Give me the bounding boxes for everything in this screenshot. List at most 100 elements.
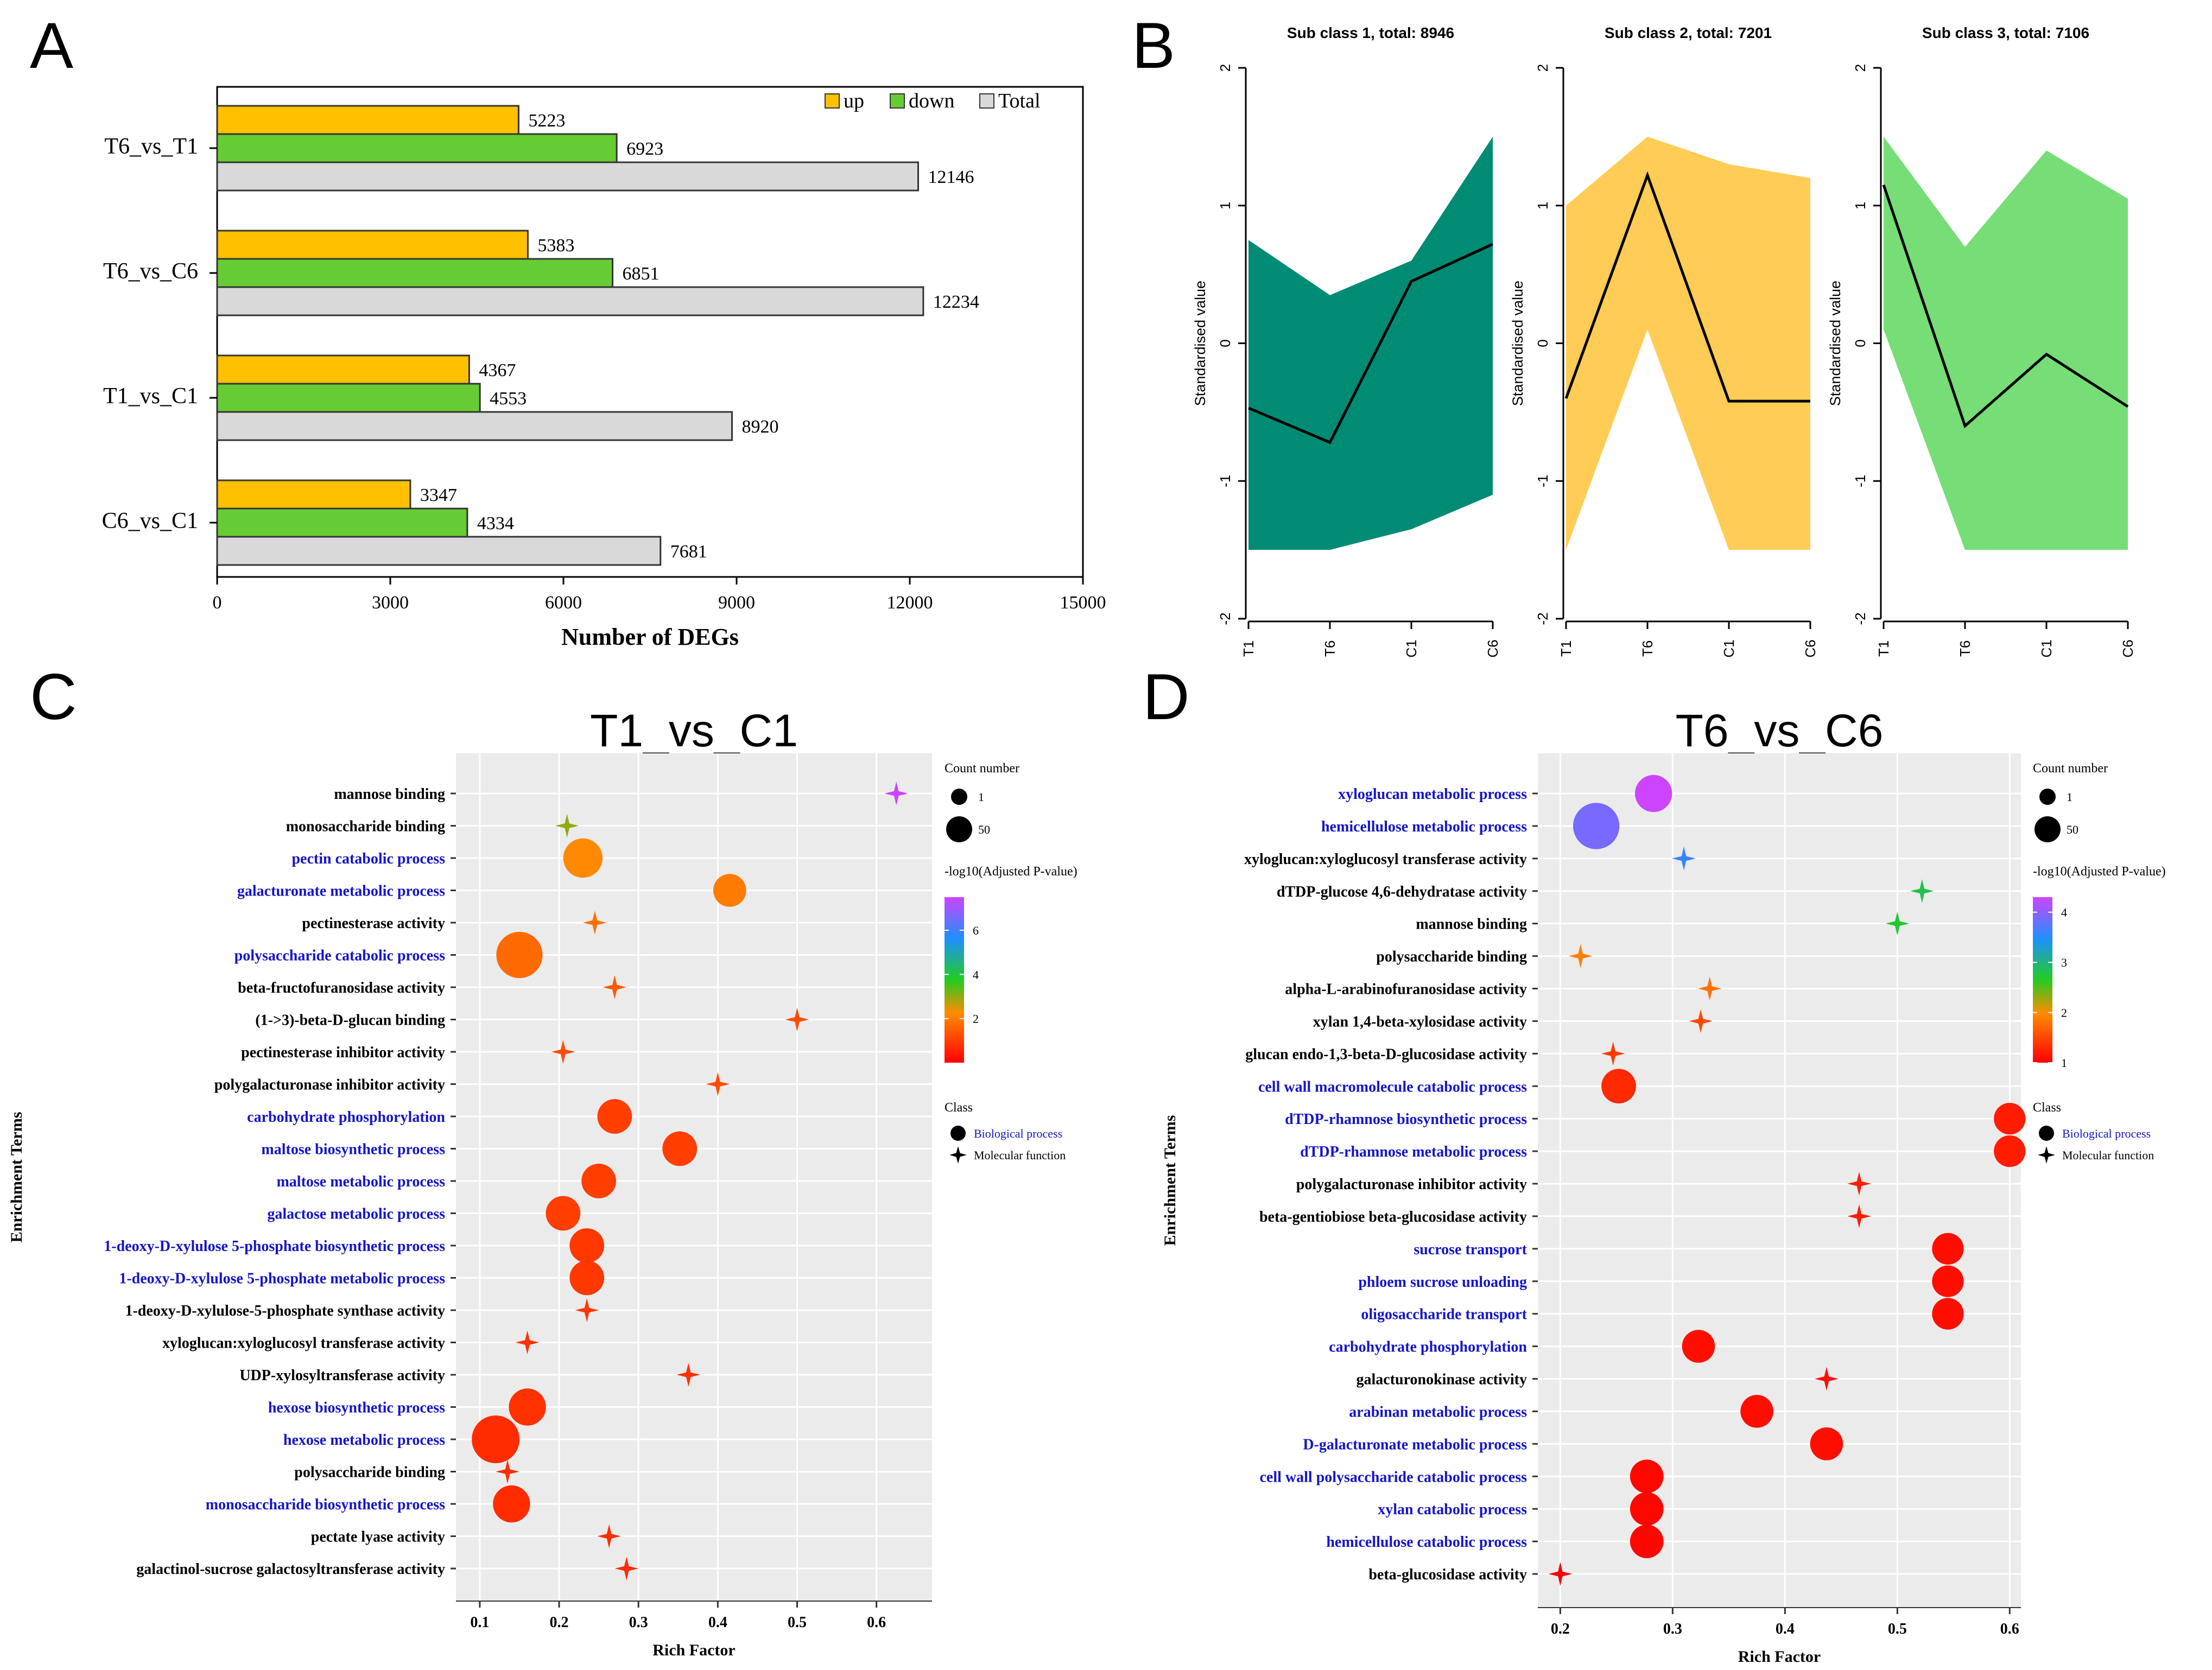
legend-count-circle-large [2034, 816, 2061, 842]
point-mannose-binding [884, 782, 909, 805]
x-tick-label: 0.3 [1663, 1621, 1682, 1637]
x-tick-label: 0.2 [1551, 1621, 1570, 1637]
x-tick-label: C1 [1721, 639, 1737, 657]
term-label: cell wall polysaccharide catabolic proce… [1259, 1469, 1527, 1485]
point-pectinesterase-activity [582, 911, 607, 935]
term-label: alpha-L-arabinofuranosidase activity [1285, 981, 1527, 998]
point-dtdp-rhamnose-biosynthetic-process [1994, 1103, 2026, 1135]
panel-letter-b: B [1132, 9, 1175, 82]
subplot-title: Sub class 2, total: 7201 [1605, 24, 1772, 41]
bar-t1-vs-c1-total [216, 411, 733, 441]
term-label: beta-fructofuranosidase activity [238, 980, 445, 996]
bar-value-label: 6923 [626, 139, 663, 159]
x-tick-label: T1 [1240, 640, 1257, 657]
legend-label-down: down [909, 90, 954, 112]
category-label: C6_vs_C1 [102, 509, 198, 534]
term-label: xyloglucan:xyloglucosyl transferase acti… [162, 1335, 445, 1352]
legend-count-circle-small [2039, 789, 2056, 805]
legend: Count number 1 50 -log10(Adjusted P-value) 1… [2033, 761, 2166, 1164]
term-label: hexose metabolic process [283, 1432, 445, 1449]
point-1-deoxy-d-xylulose-5-phosphate-metabolic-process [569, 1260, 605, 1296]
y-tick-label: -1 [1852, 475, 1868, 487]
y-axis-title: Enrichment Terms [1161, 1115, 1179, 1246]
legend-class-star [949, 1146, 967, 1164]
category-label: T1_vs_C1 [103, 384, 198, 409]
point-phloem-sucrose-unloading [1932, 1265, 1964, 1297]
term-label: 1-deoxy-D-xylulose-5-phosphate synthase … [125, 1303, 445, 1319]
plot-title: T6_vs_C6 [1676, 705, 1884, 756]
term-label: polygalacturonase inhibitor activity [214, 1077, 445, 1094]
x-tick-label: 0.5 [788, 1614, 807, 1631]
point-xyloglucan-xyloglucosyl-transferase-activity [515, 1330, 540, 1355]
bar-t6-vs-c6-down [216, 258, 613, 288]
term-label: maltose biosynthetic process [261, 1141, 445, 1158]
point-udp-xylosyltransferase-activity [676, 1363, 701, 1387]
term-label: pectate lyase activity [311, 1529, 445, 1546]
cluster-band [1248, 136, 1493, 550]
legend-colorbar [945, 897, 964, 1063]
term-label: galacturonate metabolic process [237, 883, 445, 900]
point-polysaccharide-binding [1568, 944, 1593, 968]
x-tick-label: 0.2 [550, 1614, 569, 1631]
term-label: mannose binding [334, 786, 445, 803]
colorbar-tick-label: 4 [973, 968, 979, 981]
point-polysaccharide-binding [496, 1459, 519, 1484]
bar-t6-vs-t1-total [216, 161, 920, 192]
term-label: carbohydrate phosphorylation [247, 1109, 445, 1126]
term-label: galactose metabolic process [267, 1206, 445, 1223]
term-label: xylan 1,4-beta-xylosidase activity [1313, 1013, 1527, 1030]
bar-t6-vs-c6-total [216, 286, 924, 316]
point-sucrose-transport [1932, 1233, 1964, 1265]
y-tick-label: -2 [1852, 612, 1868, 625]
x-tick-label: 0.4 [708, 1614, 727, 1631]
point-xylan-1-4-beta-xylosidase-activity [1689, 1009, 1713, 1033]
legend-count-label: 1 [978, 790, 984, 804]
term-label: beta-glucosidase activity [1368, 1566, 1527, 1583]
panel-a-bar-chart: 5223 6923 12146 T6_vs_T1 5383 6851 12234 T6_vs_… [102, 86, 1106, 650]
legend-class-mf-label: Molecular function [2062, 1148, 2154, 1162]
term-label: maltose metabolic process [276, 1173, 445, 1190]
y-tick-label: -1 [1535, 475, 1551, 487]
bar-value-label: 7681 [670, 542, 707, 562]
x-axis-title: Rich Factor [652, 1641, 735, 1659]
legend-count-title: Count number [2033, 761, 2108, 776]
legend-class-title: Class [2033, 1101, 2061, 1115]
colorbar-tick-label: 6 [973, 924, 979, 937]
bar-c6-vs-c1-total [216, 536, 662, 566]
term-label: 1-deoxy-D-xylulose 5-phosphate metabolic… [119, 1271, 445, 1287]
x-tick-label: 6000 [545, 593, 582, 613]
point-galacturonate-metabolic-process [713, 874, 746, 907]
y-tick-label: 0 [1852, 339, 1868, 347]
bar-value-label: 12146 [928, 167, 974, 187]
colorbar-tick-label: 1 [2061, 1056, 2067, 1070]
term-label: pectin catabolic process [291, 850, 445, 867]
term-label: hemicellulose catabolic process [1326, 1534, 1527, 1551]
legend-count-label: 50 [2067, 823, 2078, 836]
cluster-subplot-3: Sub class 3, total: 7106 -2 -1 0 1 2 Standardi… [1827, 24, 2136, 658]
plot-panel-background [1538, 753, 2021, 1608]
term-label: glucan endo-1,3-beta-D-glucosidase activ… [1245, 1046, 1527, 1063]
category-label: T6_vs_T1 [104, 134, 198, 159]
subplot-title: Sub class 3, total: 7106 [1922, 24, 2089, 41]
point-galacturonokinase-activity [1814, 1367, 1839, 1391]
y-tick-label: -2 [1217, 612, 1233, 625]
y-axis-title: Standardised value [1510, 281, 1526, 406]
term-label: phloem sucrose unloading [1358, 1274, 1527, 1291]
term-label: dTDP-rhamnose metabolic process [1300, 1144, 1527, 1160]
legend-class-bp-label: Biological process [974, 1127, 1062, 1140]
x-tick-label: 0.5 [1888, 1621, 1907, 1637]
bar-t1-vs-c1-down [216, 383, 481, 413]
colorbar-tick-label: 2 [2061, 1006, 2067, 1020]
y-tick-label: 0 [1217, 339, 1233, 347]
point-xyloglucan-metabolic-process [1634, 774, 1672, 812]
x-tick-label: 9000 [718, 593, 755, 613]
point-d-galacturonate-metabolic-process [1810, 1427, 1843, 1461]
x-tick-label: C6 [2120, 639, 2136, 657]
y-axis-title: Enrichment Terms [8, 1112, 26, 1243]
bar-t1-vs-c1-up [216, 354, 470, 385]
panel-letter-a: A [30, 9, 73, 82]
x-tick-label: T1 [1558, 640, 1574, 657]
panel-d-enrichment-plot: T6_vs_C6 0.2 0.3 0.4 0.5 0.6 Rich Factor Enrich… [1161, 705, 2166, 1666]
bar-value-label: 3347 [420, 485, 457, 505]
